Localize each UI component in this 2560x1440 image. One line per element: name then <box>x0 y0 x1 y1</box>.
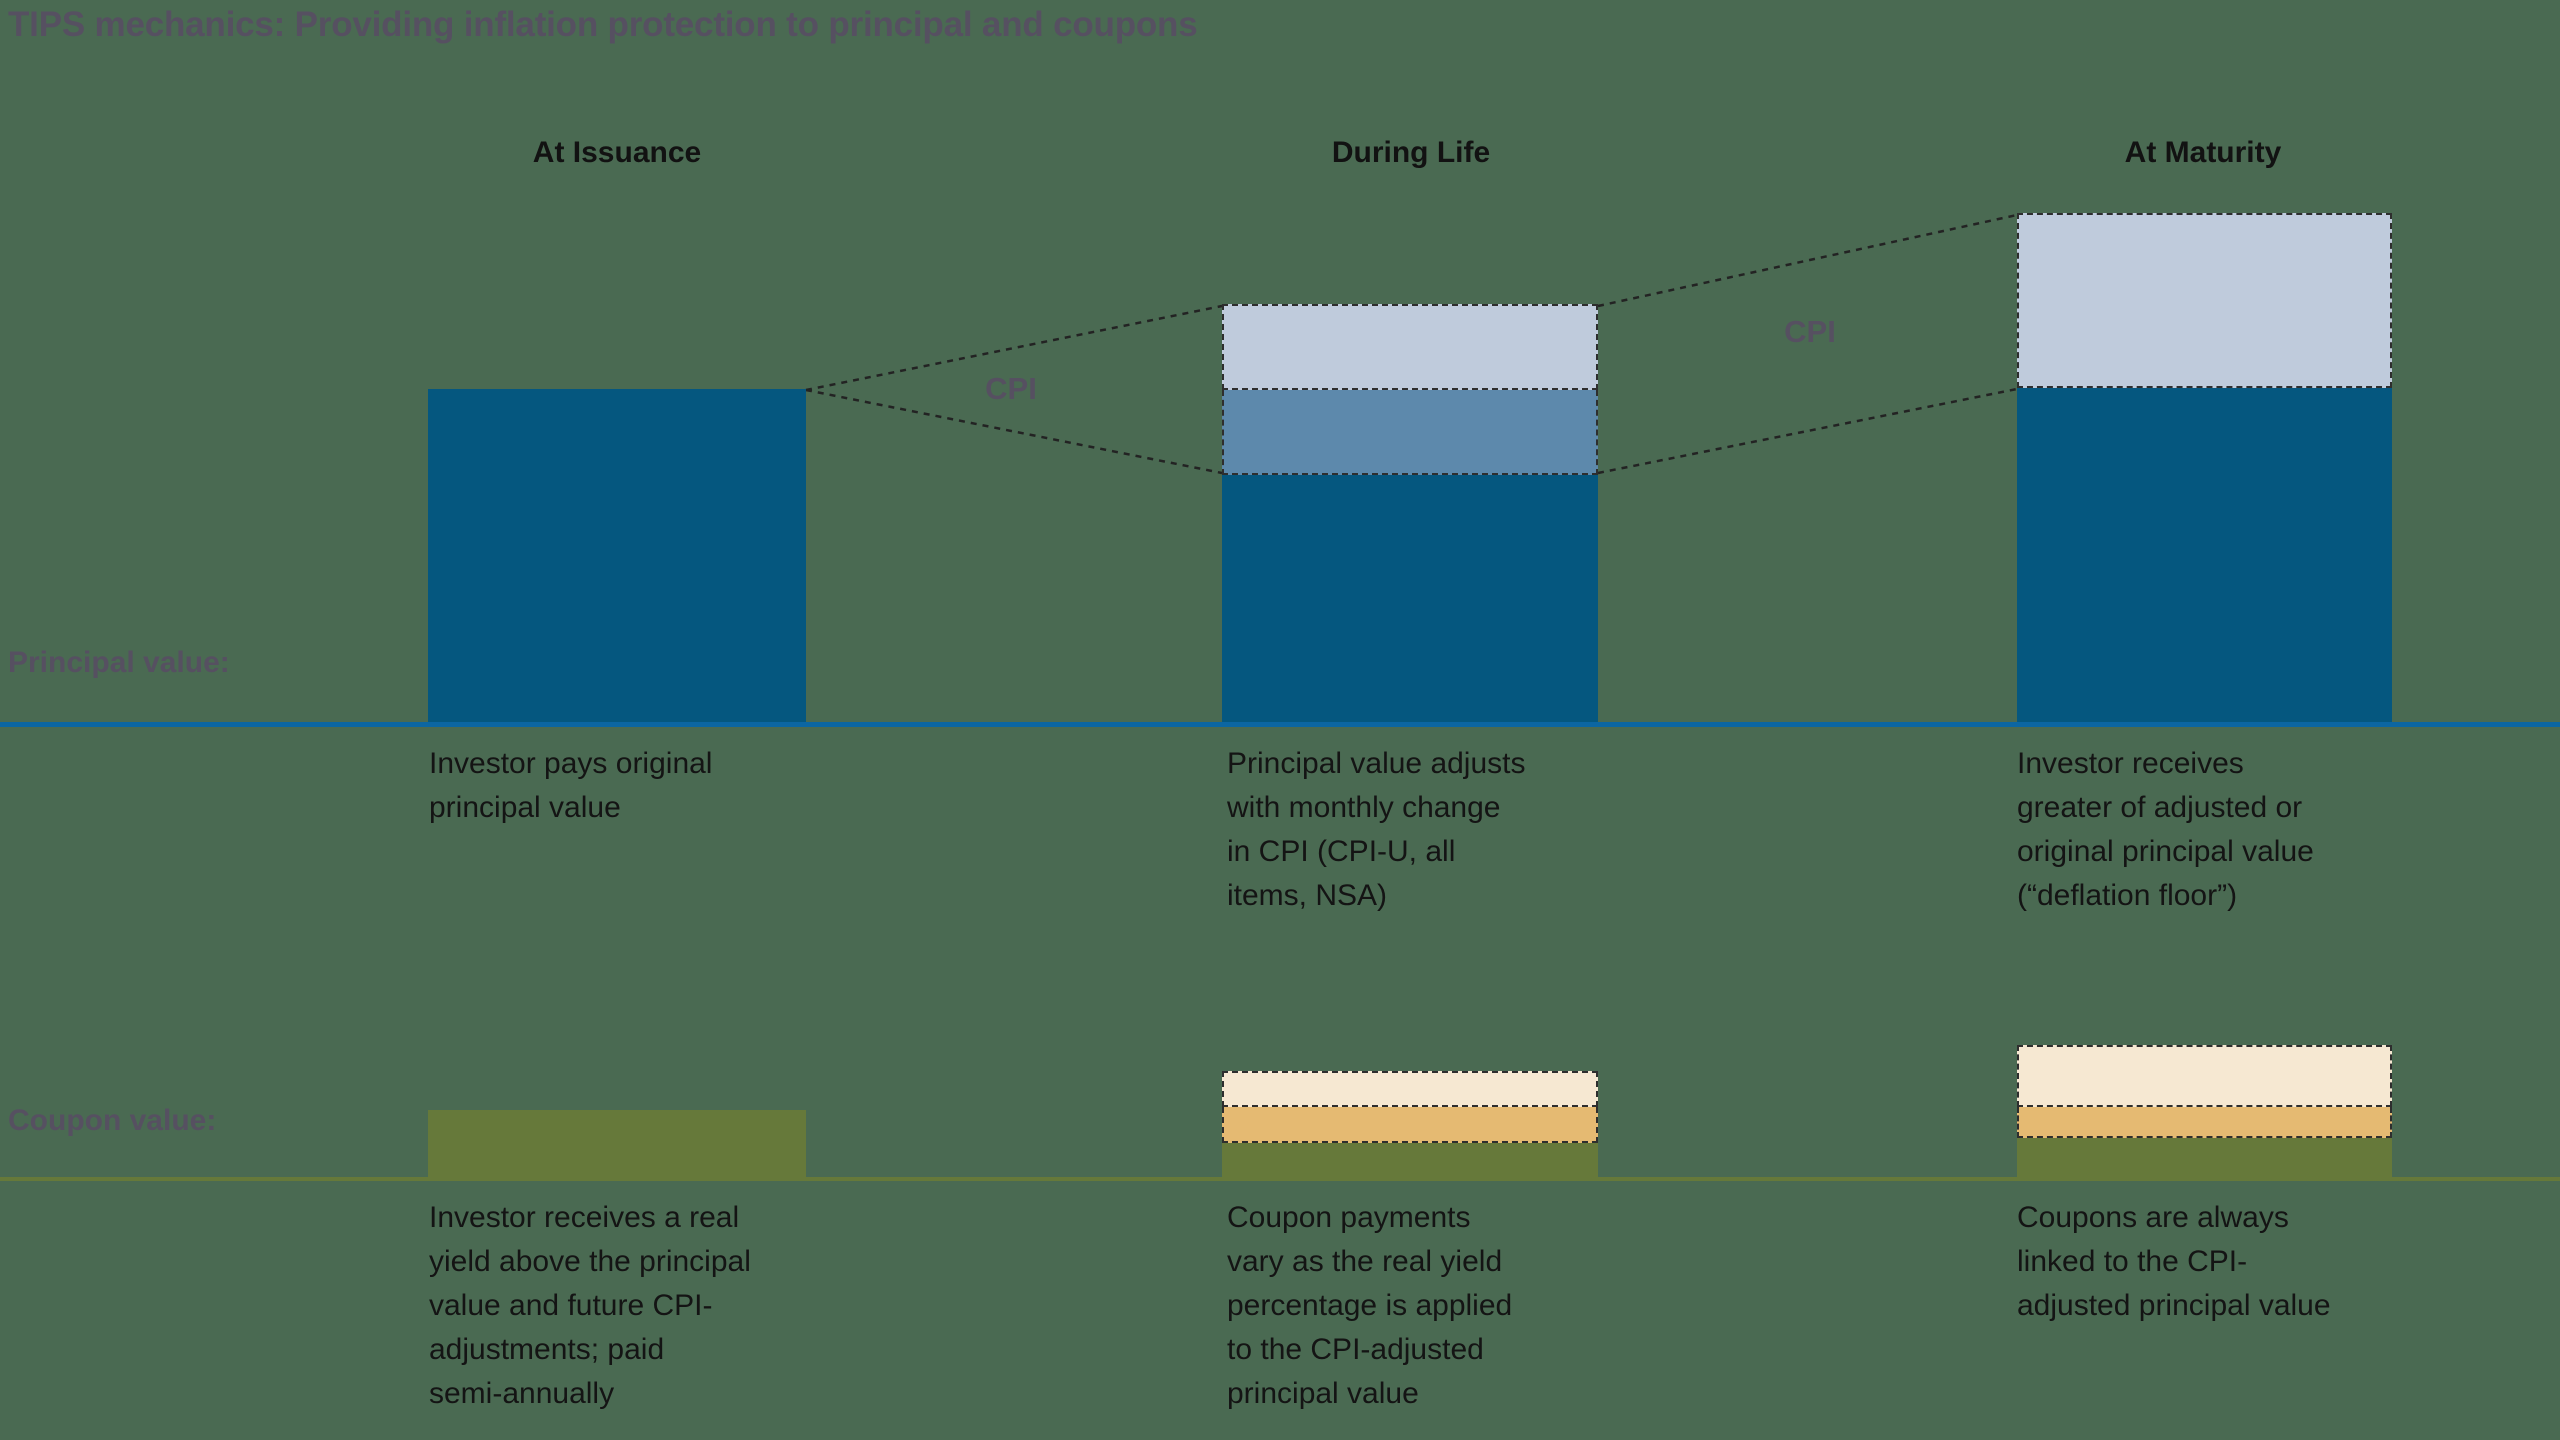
during-life-coupon-real-yield <box>1222 1143 1598 1177</box>
during-life-principal-cpi-upper <box>1222 304 1598 390</box>
principal-baseline <box>0 722 2560 727</box>
at-maturity-principal-cpi-adjustment <box>2017 213 2392 388</box>
principal-text-during-life: Principal value adjusts with monthly cha… <box>1227 747 1526 912</box>
at-maturity-coupon-real-yield <box>2017 1138 2392 1177</box>
cpi-label-issuance-to-life: CPI <box>985 371 1037 406</box>
coupon-text-at-maturity: Coupons are always linked to the CPI- ad… <box>2017 1201 2331 1322</box>
during-life-coupon-cpi-lower <box>1222 1107 1598 1143</box>
principal-text-at-issuance: Investor pays original principal value <box>429 747 713 824</box>
principal-text-at-maturity: Investor receives greater of adjusted or… <box>2017 747 2314 912</box>
coupon-baseline <box>0 1177 2560 1181</box>
coupon-value-label: Coupon value: <box>8 1104 217 1137</box>
at-maturity-principal-original <box>2017 388 2392 722</box>
during-life-coupon-cpi-upper <box>1222 1071 1598 1107</box>
during-life-principal-cpi-lower <box>1222 390 1598 475</box>
at-issuance-principal-original <box>428 389 806 722</box>
cpi-label-life-to-maturity: CPI <box>1784 314 1836 349</box>
principal-value-label: Principal value: <box>8 646 230 679</box>
at-maturity-coupon-cpi-upper <box>2017 1045 2392 1107</box>
column-header-at-maturity: At Maturity <box>2124 136 2282 169</box>
column-header-at-issuance: At Issuance <box>532 136 702 169</box>
coupon-text-during-life: Coupon payments vary as the real yield p… <box>1227 1201 1513 1410</box>
at-issuance-coupon-real-yield <box>428 1110 806 1177</box>
at-maturity-coupon-cpi-lower <box>2017 1107 2392 1138</box>
column-header-during-life: During Life <box>1331 136 1491 169</box>
coupon-text-at-issuance: Investor receives a real yield above the… <box>429 1201 751 1410</box>
diagram-title: TIPS mechanics: Providing inflation prot… <box>8 5 1198 44</box>
during-life-principal-original <box>1222 475 1598 722</box>
